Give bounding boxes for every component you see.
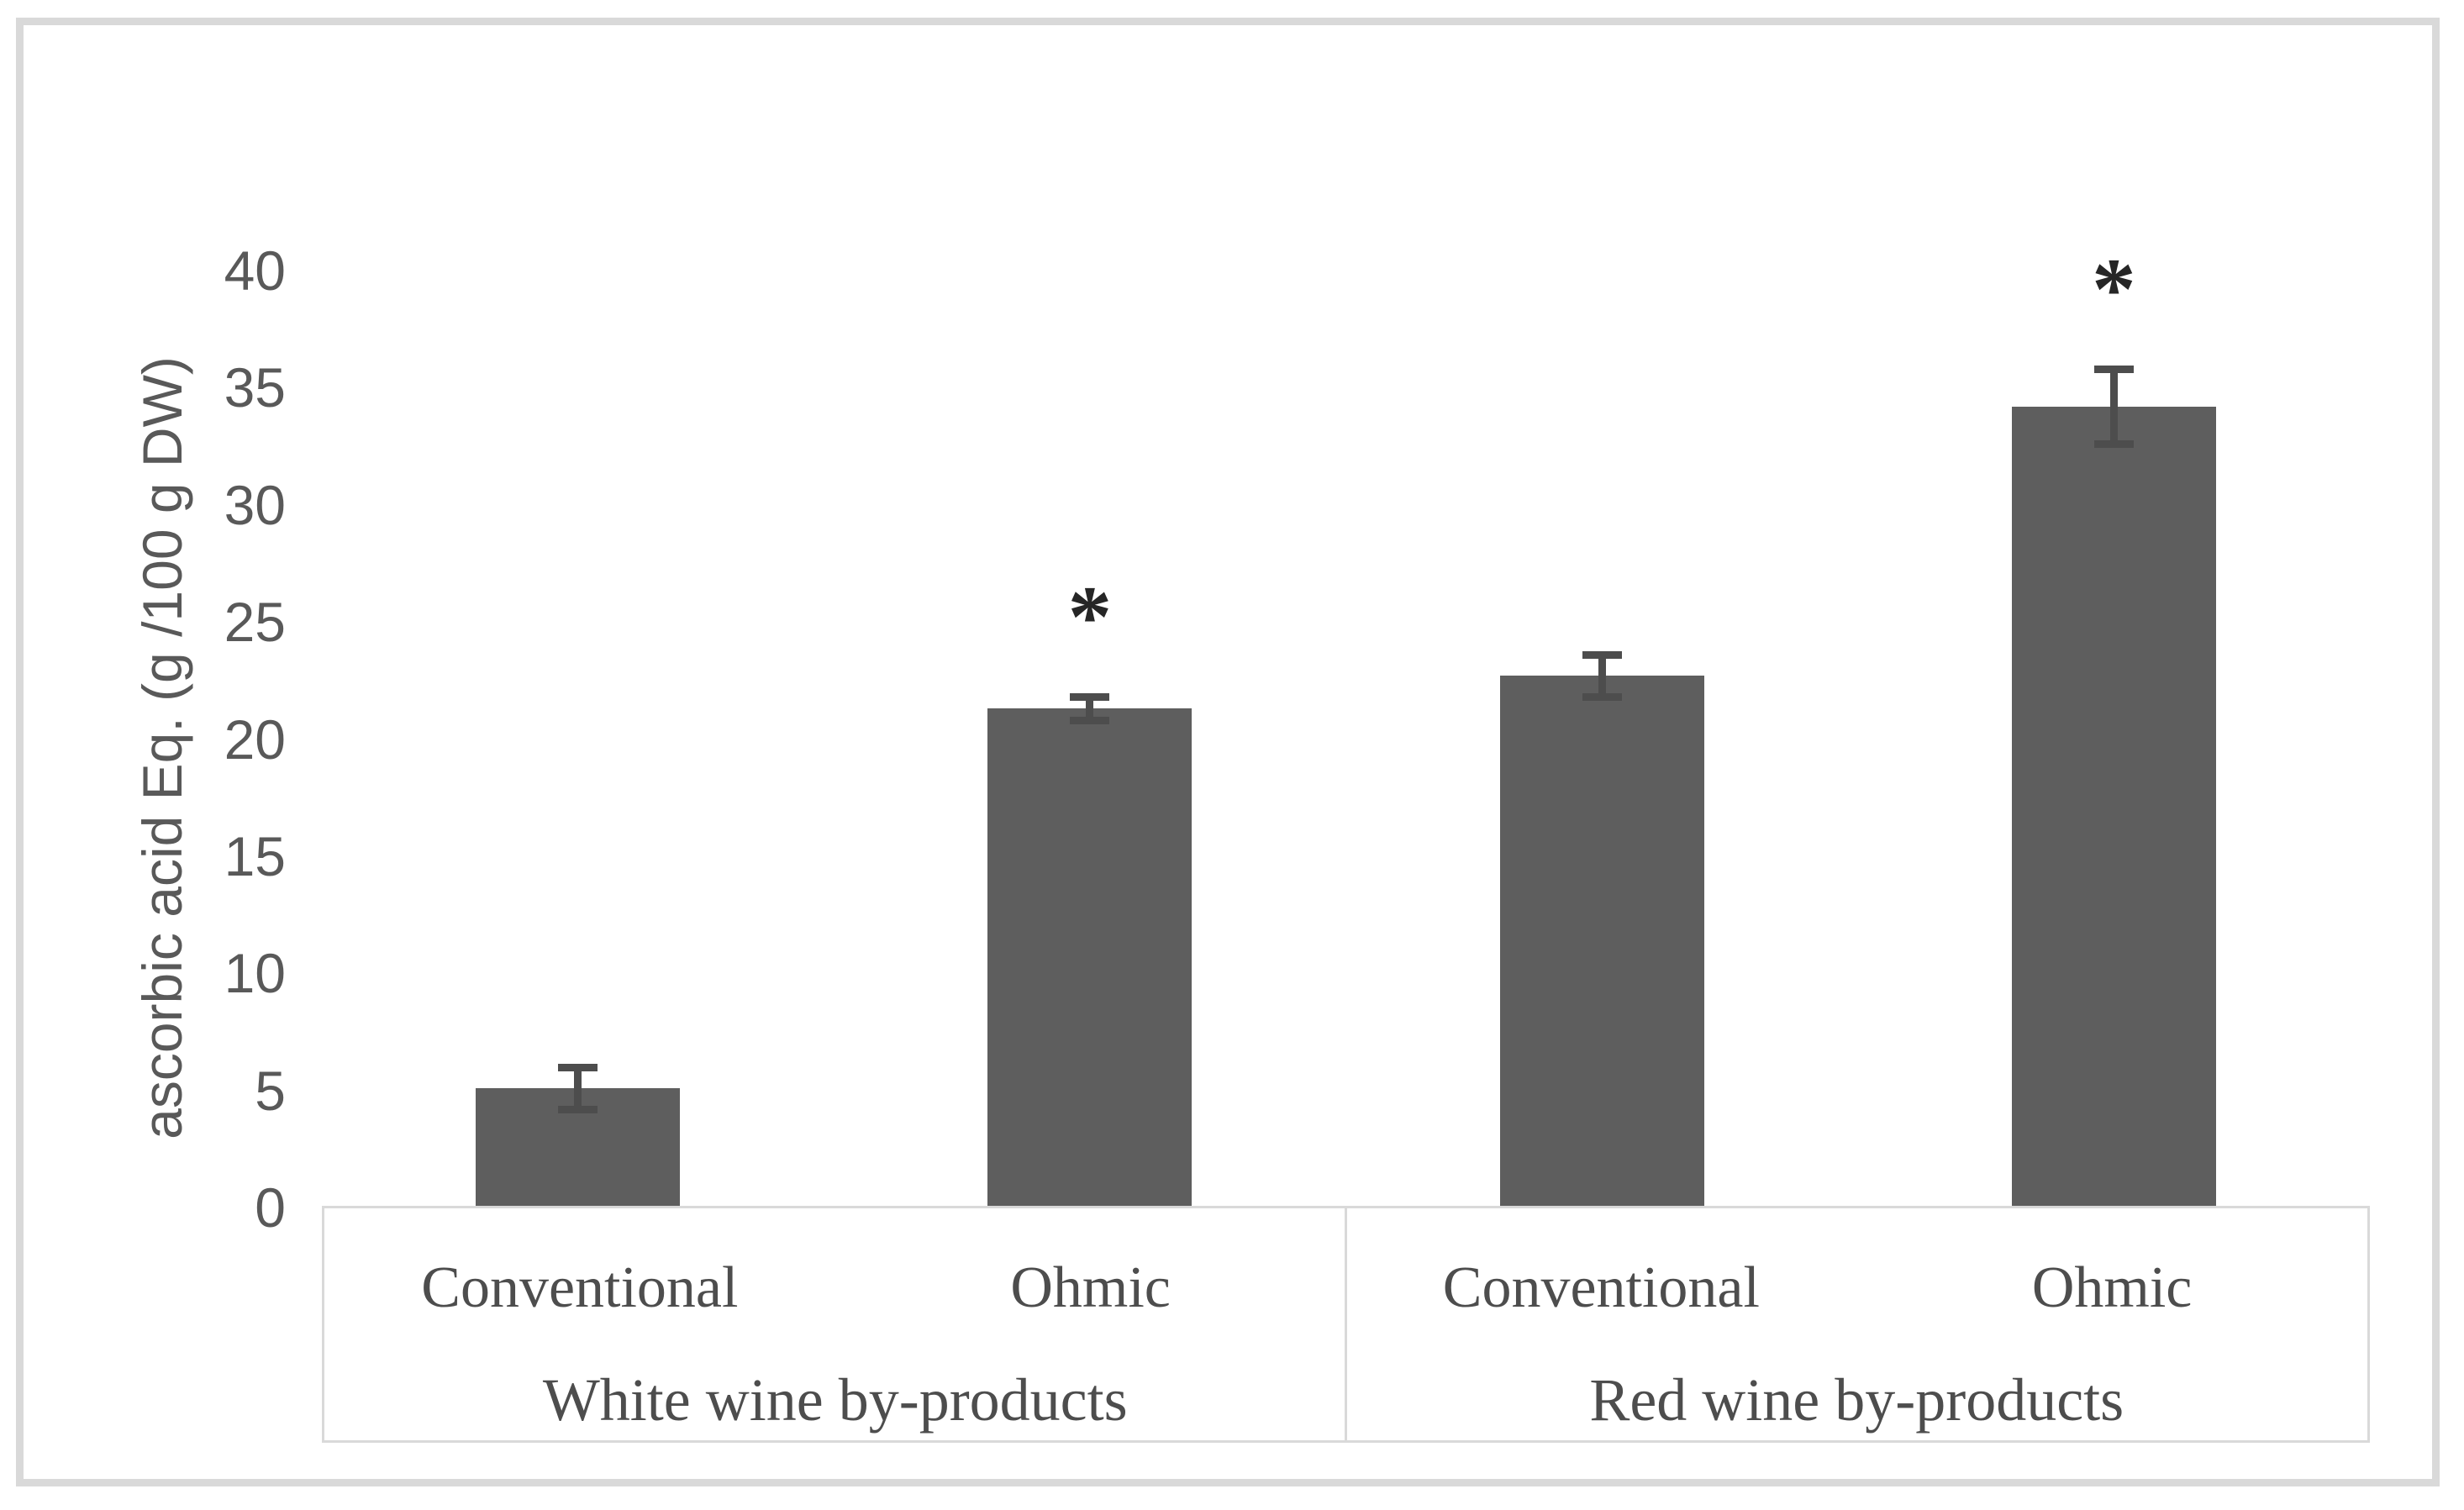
significance-asterisk: * (1067, 567, 1113, 666)
error-bar-stem (2109, 369, 2118, 445)
y-tick-label-20: 20 (224, 708, 286, 771)
y-tick-label-25: 25 (224, 591, 286, 654)
y-tick-label-0: 0 (255, 1176, 286, 1239)
y-tick-label-10: 10 (224, 942, 286, 1005)
bar-ohmic-1 (987, 708, 1193, 1207)
group-label-1: Red wine by-products (1589, 1366, 2124, 1434)
group-label-row: White wine by-products Red wine by-produc… (324, 1366, 2367, 1434)
error-bar-cap-top (1582, 651, 1622, 660)
error-bar-stem (574, 1066, 582, 1109)
category-label-1-1: Ohmic (2031, 1255, 2193, 1320)
y-tick-label-30: 30 (224, 473, 286, 536)
figure-border (16, 18, 2440, 1486)
bar-conventional-2 (1499, 676, 1704, 1207)
y-tick-label-5: 5 (255, 1059, 286, 1122)
y-tick-label-40: 40 (224, 239, 286, 302)
category-label-0-1: Ohmic (1010, 1255, 1171, 1320)
error-bar-cap-bottom (2093, 440, 2134, 449)
error-bar-stem (1598, 655, 1606, 697)
error-bar-cap-bottom (1070, 717, 1110, 725)
error-bar-stem (1086, 697, 1094, 721)
category-label-row: Conventional Ohmic Conventional Ohmic (324, 1255, 2367, 1322)
error-bar-cap-top (558, 1063, 598, 1071)
group-divider-line (1344, 1208, 1347, 1440)
y-tick-label-35: 35 (224, 356, 286, 419)
category-label-1-0: Conventional (1442, 1255, 1760, 1320)
bar-ohmic-3 (2011, 406, 2216, 1207)
error-bar-cap-bottom (558, 1105, 598, 1113)
category-axis-box: Conventional Ohmic Conventional Ohmic White… (322, 1206, 2370, 1443)
group-label-0: White wine by-products (542, 1366, 1128, 1434)
error-bar-cap-top (2093, 366, 2134, 374)
error-bar-cap-top (1070, 693, 1110, 702)
category-label-0-0: Conventional (421, 1255, 739, 1320)
significance-asterisk: * (2092, 239, 2136, 339)
y-tick-label-15: 15 (224, 824, 286, 887)
error-bar-cap-bottom (1582, 693, 1622, 702)
